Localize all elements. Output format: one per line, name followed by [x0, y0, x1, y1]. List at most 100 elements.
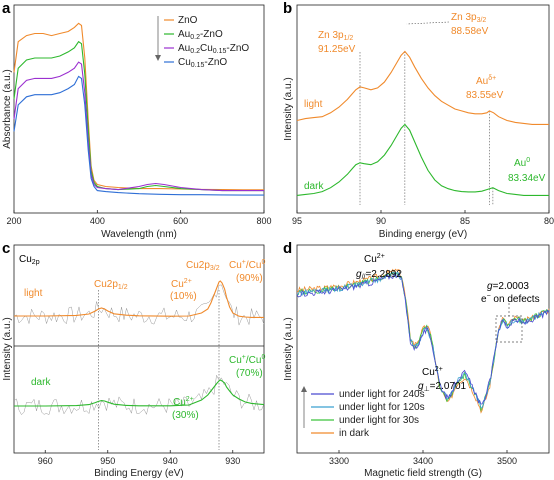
c-light-label: light: [24, 288, 43, 299]
panel-label-c: c: [2, 240, 10, 257]
c-cu2p32: Cu2p3/2: [186, 260, 220, 272]
b-au-dark-ev: 83.34eV: [508, 173, 546, 184]
d-g-par-val: =2.2892: [365, 269, 402, 280]
c-light-cu1-b: /Cu: [246, 260, 262, 271]
b-zn-right-main: Zn 3p: [451, 12, 477, 23]
c-dark-cu2: Cu2+: [173, 396, 194, 408]
legend-a-entry-4-sub: 0.15: [191, 62, 205, 69]
panel-d-tick-label-1: 3400: [413, 456, 433, 466]
panel-a-series-3-line: [13, 61, 264, 192]
d-g-par-sub: //: [362, 274, 366, 281]
d-g-def: g=2.0003: [487, 281, 529, 292]
legend-a-entry-1: ZnO: [178, 15, 198, 26]
b-zn-right-ev: 88.58eV: [451, 26, 489, 37]
d-cu-par-main: Cu: [364, 254, 377, 265]
d-g-def-g: g: [487, 281, 493, 292]
legend-a-entry-4-tail: -ZnO: [204, 57, 227, 68]
panel-b-series-1-line: [296, 50, 549, 125]
legend-a-entry-4-main: Cu: [178, 57, 191, 68]
c-title: Cu2p: [19, 254, 40, 266]
c-light-cu1-a: Cu: [229, 260, 242, 271]
c-dark-cu1-a: Cu: [229, 355, 242, 366]
c-cu2p12-sub: 1/2: [118, 284, 128, 291]
b-zn-left-main: Zn 3p: [318, 30, 344, 41]
legend-d-entry-3: under light for 30s: [339, 415, 419, 426]
panel-b-tick-label-1: 90: [376, 216, 386, 226]
panel-c-series: [14, 280, 265, 407]
panel-a-series: [13, 22, 264, 196]
legend-a-entry-3: Au0.2Cu0.15-ZnO: [178, 43, 249, 55]
panel-b-tick-label-2: 85: [460, 216, 470, 226]
b-au-dark-label: Au0: [514, 157, 530, 169]
panel-b-xticks: 95 90 85 80: [292, 210, 554, 226]
panel-d-frame: [296, 244, 550, 454]
panel-a-ylabel: Absorbance (a.u.): [2, 69, 13, 149]
c-dark-cu1-a-sup: +: [242, 354, 246, 361]
panel-c-xlabel: Binding Energy (eV): [94, 468, 184, 479]
b-au-light-main: Au: [476, 76, 488, 87]
panel-label-b: b: [283, 0, 292, 17]
panel-a-xticks: 200 400 600 800: [6, 210, 272, 226]
d-cu-par-sup: 2+: [377, 253, 385, 260]
panel-a-series-4-line: [13, 75, 264, 196]
legend-d-entry-2: under light for 120s: [339, 402, 425, 413]
c-light-cu2-sup: 2+: [184, 278, 192, 285]
d-g-par: g//=2.2892: [356, 269, 402, 281]
legend-d-entry-4: in dark: [339, 428, 370, 439]
c-cu2p32-sub: 3/2: [210, 265, 220, 272]
panel-c-tick-label-0: 960: [38, 456, 53, 466]
b-au-light-label: Auδ+: [476, 75, 496, 87]
panel-d-legend: under light for 240s under light for 120…: [301, 386, 425, 439]
panel-b-series-2-line: [296, 123, 549, 196]
b-zn-right-sub: 3/2: [477, 17, 487, 24]
panel-c-noise: [13, 284, 265, 416]
c-dark-cu1: Cu+/Cu0: [229, 354, 265, 366]
c-light-cu1: Cu+/Cu0: [229, 259, 265, 271]
panel-a-frame: [13, 4, 265, 214]
panel-c-ylabel: Intensity (a.u.): [2, 317, 13, 380]
panel-label-a: a: [2, 0, 11, 17]
d-defects-e: e: [481, 294, 487, 305]
panel-b-tick-label-3: 80: [544, 216, 554, 226]
panel-b-xlabel: Binding energy (eV): [379, 229, 467, 240]
panel-a: a 200 400 600 800 Wavelength (nm) Absorbanc…: [2, 0, 272, 240]
panel-a-tick-label-0: 200: [6, 216, 21, 226]
c-title-main: Cu: [19, 254, 32, 265]
panel-c-series-2-line: [14, 379, 265, 407]
legend-a-entry-3-mid: Cu: [200, 43, 213, 54]
b-light-label: light: [304, 99, 323, 110]
panel-d-series: [296, 268, 550, 414]
b-au-dark-main: Au: [514, 158, 526, 169]
c-dark-cu2-main: Cu: [173, 397, 186, 408]
d-g-par-g: g: [356, 269, 362, 280]
panel-d-xticks: 3300 3400 3500: [329, 450, 517, 466]
d-g-perp-val: =2.0701: [430, 381, 467, 392]
panel-b-frame: [296, 4, 550, 214]
panel-d: d 3300 3400 3500 Magnetic field strength (…: [283, 240, 550, 479]
c-light-cu1-a-sup: +: [242, 259, 246, 266]
b-zn-left-label: Zn 3p1/2: [318, 30, 353, 42]
d-defects-sup: −: [487, 293, 491, 300]
c-dark-cu1-b-sup: 0: [261, 354, 265, 361]
panel-b-leader-right: [406, 21, 450, 25]
d-defects-text: on defects: [491, 294, 540, 305]
panel-b-tick-label-0: 95: [292, 216, 302, 226]
c-cu2p12: Cu2p1/2: [94, 279, 128, 291]
c-light-cu2-pct: (10%): [170, 291, 197, 302]
panel-c-tick-label-3: 930: [225, 456, 240, 466]
panel-a-xlabel: Wavelength (nm): [101, 229, 177, 240]
b-au-dark-sup: 0: [526, 157, 530, 164]
legend-a-entry-3-main: Au: [178, 43, 190, 54]
d-g-perp-sub: ⊥: [424, 386, 430, 393]
c-dark-cu1-pct: (70%): [236, 368, 263, 379]
d-cu-par: Cu2+: [364, 253, 385, 265]
c-light-cu1-b-sup: 0: [261, 259, 265, 266]
c-light-cu2-main: Cu: [171, 279, 184, 290]
panel-a-legend: ZnO Au0.2-ZnO Au0.2Cu0.15-ZnO Cu0.15-ZnO: [155, 15, 249, 69]
c-light-cu2: Cu2+: [171, 278, 192, 290]
legend-a-entry-1-text: ZnO: [178, 15, 198, 26]
legend-a-entry-3-sub2: 0.15: [213, 48, 227, 55]
panel-d-series-4-line: [296, 272, 550, 405]
d-cu-perp: Cu2+: [422, 366, 443, 378]
b-dark-label: dark: [304, 181, 324, 192]
